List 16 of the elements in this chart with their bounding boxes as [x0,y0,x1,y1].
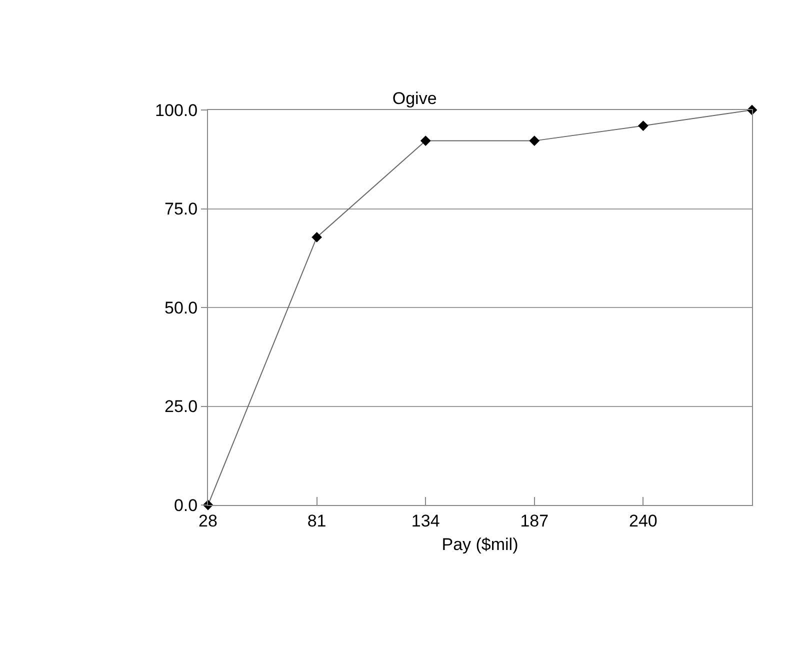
x-tick-label: 187 [520,511,549,530]
y-tick-label: 100.0 [155,100,198,120]
y-tick-label: 75.0 [164,200,198,219]
x-tick-label: 134 [411,511,440,530]
y-tick-label: 25.0 [164,397,198,416]
x-tick-label: 28 [198,511,218,530]
x-tick-label: 81 [307,511,326,530]
point [638,120,648,131]
point [420,136,431,146]
y-tick-label: 0.0 [174,496,198,515]
x-tick-label: 240 [629,511,658,530]
point [529,136,540,146]
point [312,232,322,242]
x-axis-title: Pay ($mil) [442,534,518,554]
y-tick-label: 50.0 [164,298,198,318]
chart-title: Ogive [392,88,437,108]
